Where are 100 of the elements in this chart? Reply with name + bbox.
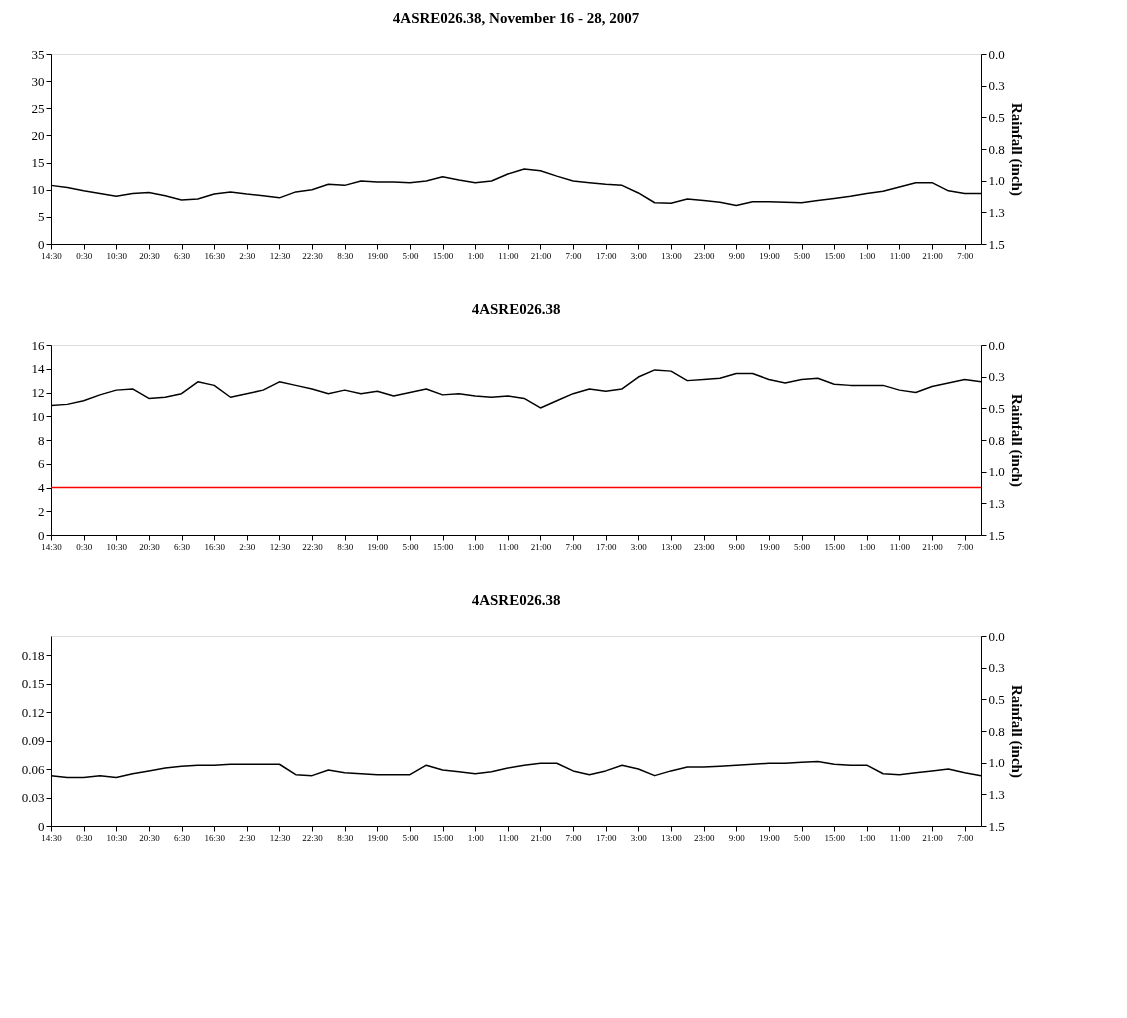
x-tick-label: 3:00 [630, 541, 648, 552]
y2-tick-label: 0.0 [988, 46, 1005, 62]
x-tick-label: 8:30 [337, 541, 354, 552]
x-tick-label: 14:30 [41, 832, 63, 843]
x-tick-label: 15:00 [432, 832, 454, 843]
x-tick-label: 23:00 [693, 832, 715, 843]
x-tick-label: 5:00 [794, 541, 811, 552]
y-tick-label: 0.06 [21, 761, 45, 777]
y-tick-label: 14 [31, 361, 45, 377]
y2-tick-label: 1.0 [988, 173, 1005, 189]
y2-tick-label: 0.8 [988, 432, 1005, 448]
x-tick-label: 15:00 [432, 250, 454, 261]
x-tick-label: 15:00 [432, 541, 454, 552]
x-tick-label: 8:30 [337, 250, 354, 261]
y-tick-label: 25 [31, 100, 45, 116]
x-tick-label: 2:30 [239, 541, 256, 552]
y-tick-label: 8 [38, 432, 45, 448]
x-tick-label: 21:00 [922, 541, 944, 552]
x-tick-label: 12:30 [269, 250, 291, 261]
x-tick-label: 11:00 [498, 541, 519, 552]
x-tick-label: 2:30 [239, 832, 256, 843]
x-tick-label: 19:00 [367, 541, 389, 552]
x-tick-label: 20:30 [139, 250, 161, 261]
x-tick-label: 21:00 [922, 250, 944, 261]
x-tick-label: 10:30 [106, 250, 128, 261]
x-tick-label: 15:00 [824, 541, 846, 552]
y2-tick-label: 0.8 [988, 141, 1005, 157]
x-tick-label: 0:30 [76, 250, 93, 261]
x-tick-label: 7:00 [565, 541, 583, 552]
x-tick-label: 11:00 [498, 250, 519, 261]
x-tick-label: 13:00 [661, 250, 683, 261]
x-tick-label: 0:30 [76, 832, 93, 843]
x-tick-label: 1:00 [859, 250, 876, 261]
x-tick-label: 22:30 [302, 832, 324, 843]
y2-tick-label: 0.8 [988, 723, 1005, 739]
y2-tick-label: 0.0 [988, 628, 1005, 644]
x-tick-label: 7:00 [565, 250, 583, 261]
x-tick-label: 7:00 [957, 832, 974, 843]
x-tick-label: 7:00 [957, 250, 974, 261]
x-tick-label: 13:00 [661, 541, 683, 552]
y-tick-label: 6 [38, 456, 45, 472]
x-tick-label: 21:00 [530, 541, 552, 552]
x-tick-label: 6:30 [174, 832, 191, 843]
x-tick-label: 3:00 [630, 250, 648, 261]
x-tick-label: 7:00 [957, 541, 974, 552]
x-tick-label: 11:00 [889, 832, 911, 843]
y2-tick-label: 1.0 [988, 755, 1005, 771]
y2-tick-label: 0.5 [988, 109, 1005, 125]
x-tick-label: 11:00 [889, 250, 911, 261]
y-tick-label: 10 [31, 408, 45, 424]
y2-tick-label: 0.3 [988, 369, 1005, 385]
x-tick-label: 1:00 [859, 541, 876, 552]
x-tick-label: 13:00 [661, 832, 683, 843]
x-tick-label: 9:00 [728, 541, 746, 552]
x-tick-label: 5:00 [794, 832, 811, 843]
chart-title: 4ASRE026.38 [471, 592, 561, 608]
y-tick-label: 2 [38, 503, 45, 519]
x-tick-label: 16:30 [204, 832, 226, 843]
y-tick-label: 0.03 [21, 790, 45, 805]
y-tick-label: 5 [38, 209, 45, 225]
y2-tick-label: 1.3 [988, 495, 1005, 511]
y2-tick-label: 1.0 [988, 464, 1005, 480]
y-tick-label: 10 [31, 182, 45, 198]
y-tick-label: 0 [38, 236, 45, 252]
x-tick-label: 16:30 [204, 541, 226, 552]
x-tick-label: 10:30 [106, 832, 128, 843]
y-tick-label: 0 [38, 527, 45, 543]
x-tick-label: 20:30 [139, 832, 161, 843]
y-tick-label: 0.09 [21, 733, 45, 748]
x-tick-label: 19:00 [759, 250, 781, 261]
x-tick-label: 10:30 [106, 541, 128, 552]
x-tick-label: 3:00 [630, 832, 648, 843]
x-tick-label: 6:30 [174, 250, 191, 261]
y-tick-label: 0 [38, 818, 45, 834]
x-tick-label: 8:30 [337, 832, 354, 843]
x-tick-label: 1:00 [467, 541, 485, 552]
y-tick-label: 16 [31, 337, 45, 353]
x-tick-label: 5:00 [794, 250, 811, 261]
x-tick-label: 21:00 [530, 832, 552, 843]
y2-axis-title: Rainfall (inch) [1007, 103, 1025, 196]
y-tick-label: 12 [31, 385, 45, 400]
x-tick-label: 11:00 [889, 541, 911, 552]
x-tick-label: 14:30 [41, 541, 63, 552]
y2-tick-label: 1.5 [988, 236, 1005, 252]
x-tick-label: 1:00 [859, 832, 876, 843]
y2-tick-label: 0.0 [988, 337, 1005, 353]
y-tick-label: 20 [31, 127, 45, 143]
x-tick-label: 17:00 [595, 541, 617, 552]
y-tick-label: 0.18 [21, 647, 45, 663]
y-tick-label: 15 [31, 155, 45, 171]
chart-title: 4ASRE026.38, November 16 - 28, 2007 [392, 10, 640, 26]
y-tick-label: 0.15 [21, 676, 45, 691]
x-tick-label: 9:00 [728, 250, 746, 261]
x-tick-label: 17:00 [595, 250, 617, 261]
y-tick-label: 35 [31, 46, 45, 62]
x-tick-label: 5:00 [402, 250, 419, 261]
x-tick-label: 11:00 [498, 832, 519, 843]
y2-tick-label: 1.5 [988, 527, 1005, 543]
y2-axis-title: Rainfall (inch) [1007, 685, 1025, 778]
x-tick-label: 2:30 [239, 250, 256, 261]
